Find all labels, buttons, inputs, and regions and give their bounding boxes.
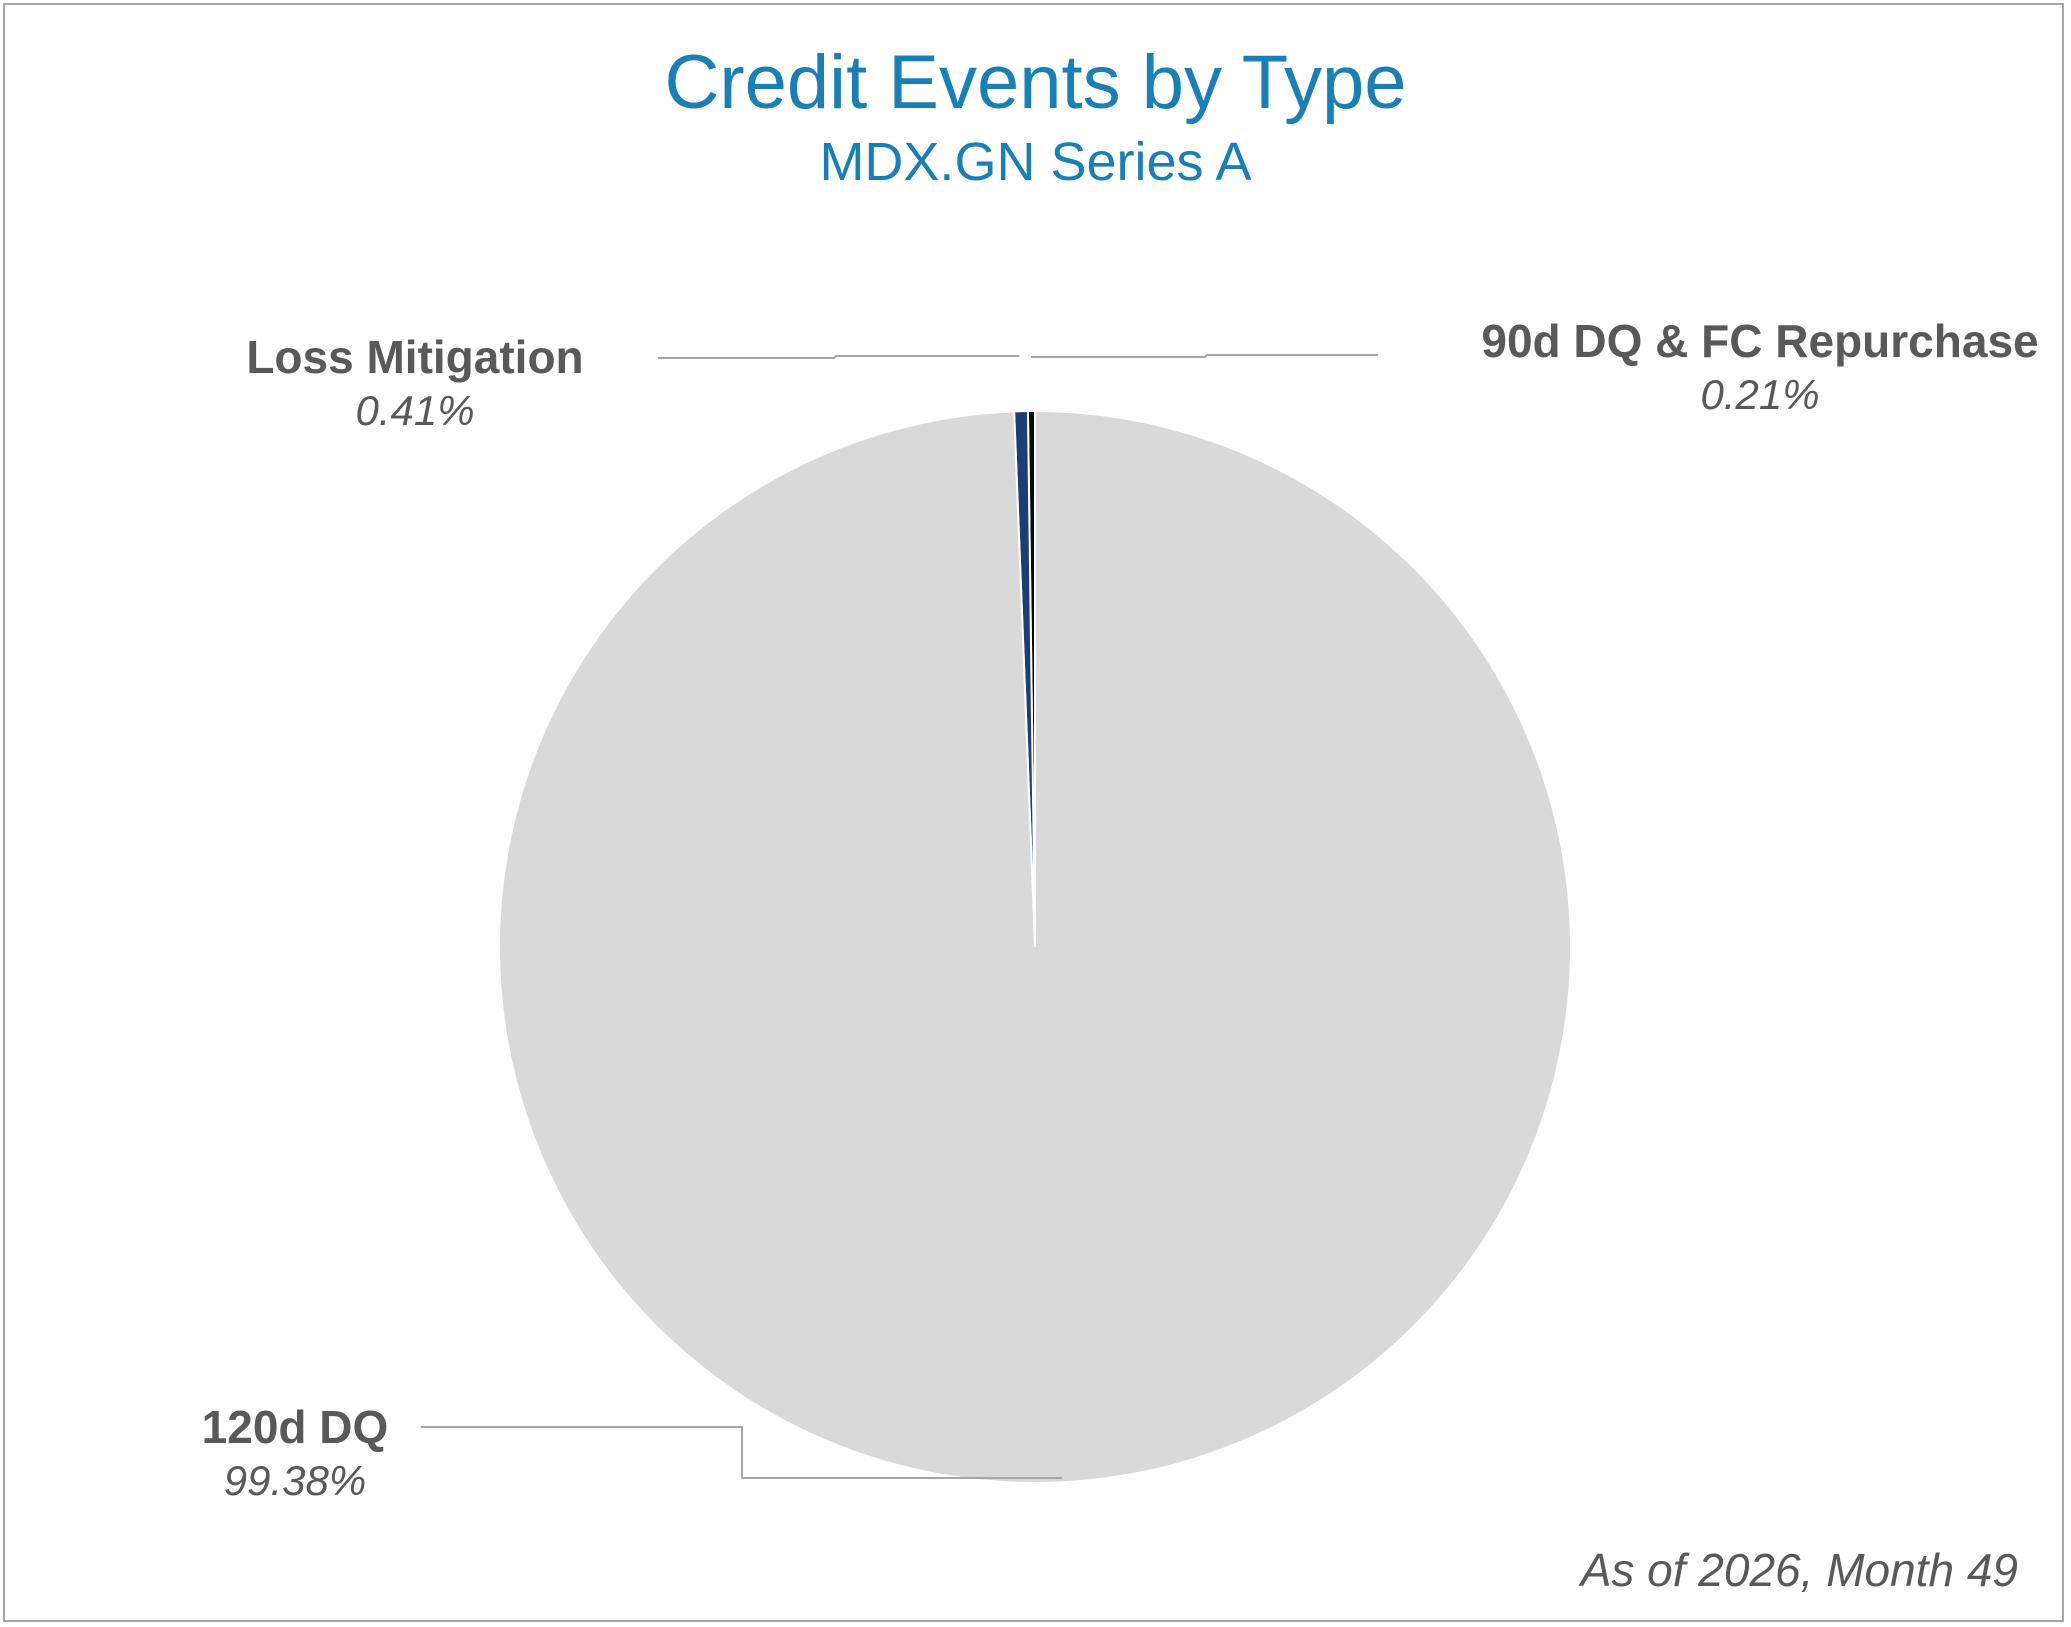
chart-subtitle: MDX.GN Series A	[819, 132, 1252, 192]
data-label-loss-mitigation-name: Loss Mitigation	[246, 331, 584, 383]
pie-slice-120d-dq	[498, 409, 1572, 1484]
chart-frame	[3, 3, 2064, 1622]
data-label-90d-dq-fc-repurchase-name: 90d DQ & FC Repurchase	[1481, 315, 2039, 367]
data-label-loss-mitigation: Loss Mitigation 0.41%	[235, 330, 595, 438]
data-label-120d-dq: 120d DQ 99.38%	[170, 1400, 420, 1508]
data-label-90d-dq-fc-repurchase-value: 0.21%	[1700, 371, 1820, 418]
chart-title: Credit Events by Type	[664, 40, 1407, 125]
pie-slices	[498, 409, 1572, 1484]
data-label-120d-dq-value: 99.38%	[223, 1457, 367, 1504]
leader-lines	[421, 354, 1378, 1479]
leader-line-loss-mitigation	[658, 355, 1020, 359]
data-label-loss-mitigation-value: 0.41%	[355, 387, 475, 434]
leader-line-120d-dq	[421, 1426, 1062, 1479]
data-label-90d-dq-fc-repurchase: 90d DQ & FC Repurchase 0.21%	[1480, 314, 2040, 422]
data-label-120d-dq-name: 120d DQ	[201, 1401, 389, 1453]
footnote: As of 2026, Month 49	[1580, 1544, 2018, 1596]
leader-line-90d-dq-fc-repurchase	[1031, 354, 1378, 358]
